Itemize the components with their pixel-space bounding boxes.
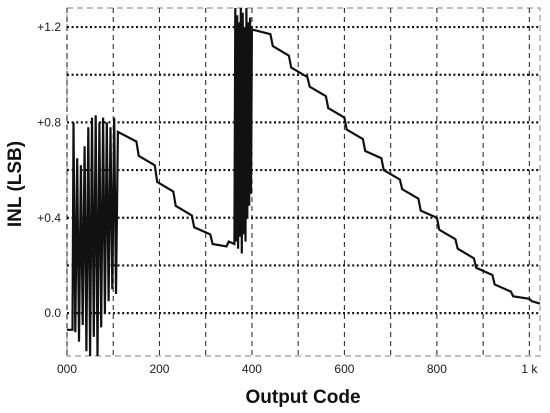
plot-frame (66, 7, 541, 357)
y-tick-label: +0.8 (37, 115, 61, 129)
x-axis-title: Output Code (245, 387, 360, 408)
grid (66, 8, 540, 356)
x-tick-label: 600 (334, 362, 354, 376)
x-tick-label: 1 k (521, 362, 538, 376)
y-tick-label: 0.0 (44, 306, 61, 320)
y-axis-title: INL (LSB) (5, 141, 26, 227)
y-tick-labels: 0.0 +0.4 +0.8 +1.2 (37, 20, 61, 320)
x-tick-label: 000 (57, 362, 77, 376)
x-tick-labels: 000 200 400 600 800 1 k (57, 362, 538, 376)
series-group (67, 7, 541, 357)
x-tick-label: 200 (149, 362, 169, 376)
x-tick-label: 800 (427, 362, 447, 376)
inl-series-line (67, 7, 541, 357)
y-tick-label: +0.4 (37, 211, 61, 225)
y-tick-label: +1.2 (37, 20, 61, 34)
x-tick-label: 400 (242, 362, 262, 376)
